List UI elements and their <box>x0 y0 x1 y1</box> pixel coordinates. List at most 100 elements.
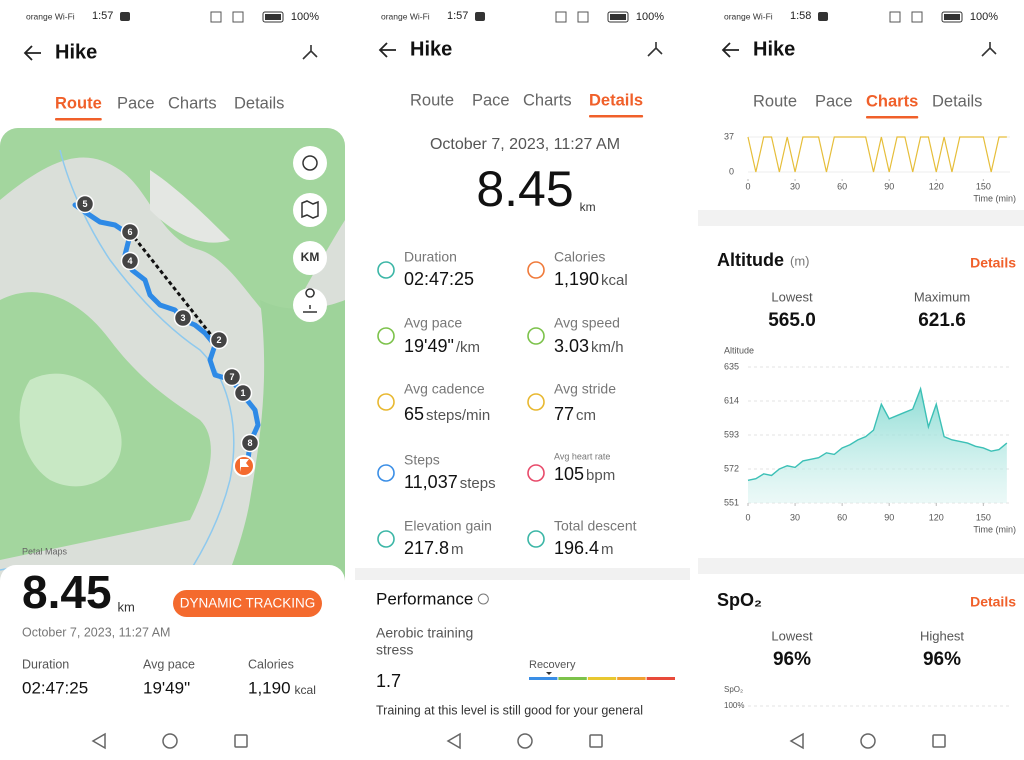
units-button[interactable] <box>293 241 327 275</box>
status-signal-icon <box>210 11 222 23</box>
stat-value: 19'49" <box>143 678 190 697</box>
metric-icon <box>377 530 395 548</box>
x-tick-label: 30 <box>790 181 800 191</box>
route-share-icon[interactable] <box>647 42 663 57</box>
stat-value: 1,190 <box>248 678 291 697</box>
route-share-icon[interactable] <box>302 45 318 60</box>
route-marker-label: 6 <box>127 227 132 237</box>
scale-label: Recovery <box>529 659 576 671</box>
y-tick-label: 100% <box>724 701 744 710</box>
details-link[interactable]: Details <box>970 594 1016 610</box>
x-axis-title: Time (min) <box>973 524 1016 534</box>
tab[interactable]: Details <box>234 94 284 112</box>
tab[interactable]: Route <box>55 94 102 112</box>
x-tick-label: 60 <box>837 181 847 191</box>
route-marker-label: 4 <box>127 256 132 266</box>
x-tick-label: 150 <box>976 181 991 191</box>
map-river <box>59 149 235 601</box>
nav-recent[interactable] <box>589 734 603 748</box>
section-title: SpO₂ <box>717 590 762 610</box>
tab[interactable]: Pace <box>472 91 510 109</box>
back-button[interactable] <box>23 45 41 61</box>
details-link[interactable]: Details <box>970 255 1016 271</box>
tab[interactable]: Route <box>410 91 454 109</box>
performance-note: Training at this level is still good for… <box>376 703 643 717</box>
map-icon <box>301 200 319 219</box>
status-battery-icon <box>262 11 284 23</box>
page-title: Hike <box>753 38 795 60</box>
x-tick-label: 60 <box>837 512 847 522</box>
locate-icon <box>302 155 318 171</box>
map-attribution: Petal Maps <box>22 546 68 556</box>
metric-label: Steps <box>404 452 440 468</box>
tab[interactable]: Pace <box>815 92 853 110</box>
metric-label: Avg speed <box>554 315 620 331</box>
metric-unit: kcal <box>601 272 628 289</box>
metric-icon <box>527 327 545 345</box>
stat-value: 02:47:25 <box>22 678 88 697</box>
nav-home[interactable] <box>860 733 876 749</box>
metric-label: Avg cadence <box>404 381 485 397</box>
nav-recent[interactable] <box>234 734 248 748</box>
metric-unit: steps/min <box>426 407 490 424</box>
back-button[interactable] <box>378 42 396 58</box>
tab[interactable]: Details <box>932 92 982 110</box>
y-tick-label: 635 <box>724 361 739 371</box>
route-icon <box>303 288 317 313</box>
nav-back[interactable] <box>446 732 461 750</box>
metric-value: 65 <box>404 404 424 424</box>
tab-indicator <box>589 115 644 118</box>
tab[interactable]: Charts <box>523 91 572 109</box>
locate-button[interactable] <box>293 146 327 180</box>
nav-back[interactable] <box>789 732 804 750</box>
metric-value: 19'49" <box>404 336 454 356</box>
tab[interactable]: Charts <box>168 94 217 112</box>
route-share-icon[interactable] <box>981 42 997 57</box>
status-battery-icon <box>607 11 629 23</box>
metric-icon <box>527 393 545 411</box>
nav-home[interactable] <box>162 733 178 749</box>
tab-indicator <box>866 116 919 119</box>
nav-home[interactable] <box>517 733 533 749</box>
stat-value: 621.6 <box>918 310 966 331</box>
status-app-icon <box>475 12 485 21</box>
stat-label: Calories <box>248 657 294 671</box>
layers-button[interactable] <box>293 193 327 227</box>
badge <box>173 590 322 617</box>
route-marker <box>222 367 242 387</box>
x-tick-label: 120 <box>929 512 944 522</box>
stat-label: Lowest <box>771 628 813 643</box>
nav-back[interactable] <box>91 732 106 750</box>
back-button[interactable] <box>721 42 739 58</box>
stat-label: Maximum <box>914 289 970 304</box>
tab[interactable]: Pace <box>117 94 155 112</box>
finish-flag <box>240 459 249 472</box>
tab[interactable]: Charts <box>866 92 918 110</box>
scale-segment <box>587 677 617 680</box>
x-tick-label: 0 <box>745 512 750 522</box>
units-button-label[interactable]: KM <box>301 250 320 264</box>
stat-value: 96% <box>923 649 961 670</box>
metric-label: Avg pace <box>404 315 462 331</box>
status-battery-level <box>610 14 626 20</box>
metric-unit: m <box>451 541 464 558</box>
metric-value: 217.8 <box>404 538 449 558</box>
metric-value: 02:47:25 <box>404 269 474 289</box>
tab[interactable]: Details <box>589 91 643 109</box>
route-marker <box>75 194 95 214</box>
status-time: 1:57 <box>92 10 113 22</box>
info-icon[interactable] <box>477 593 489 605</box>
status-battery-level <box>265 14 281 20</box>
status-signal-icon <box>911 11 923 23</box>
metric-unit: steps <box>460 475 496 492</box>
screen-bg <box>698 0 1024 760</box>
status-battery-icon <box>941 11 963 23</box>
route-marker-label: 1 <box>240 388 245 398</box>
metric-value: 3.03 <box>554 336 589 356</box>
nav-recent[interactable] <box>932 734 946 748</box>
scale-segment <box>646 677 675 680</box>
stat-label: Avg pace <box>143 657 195 671</box>
tab[interactable]: Route <box>753 92 797 110</box>
